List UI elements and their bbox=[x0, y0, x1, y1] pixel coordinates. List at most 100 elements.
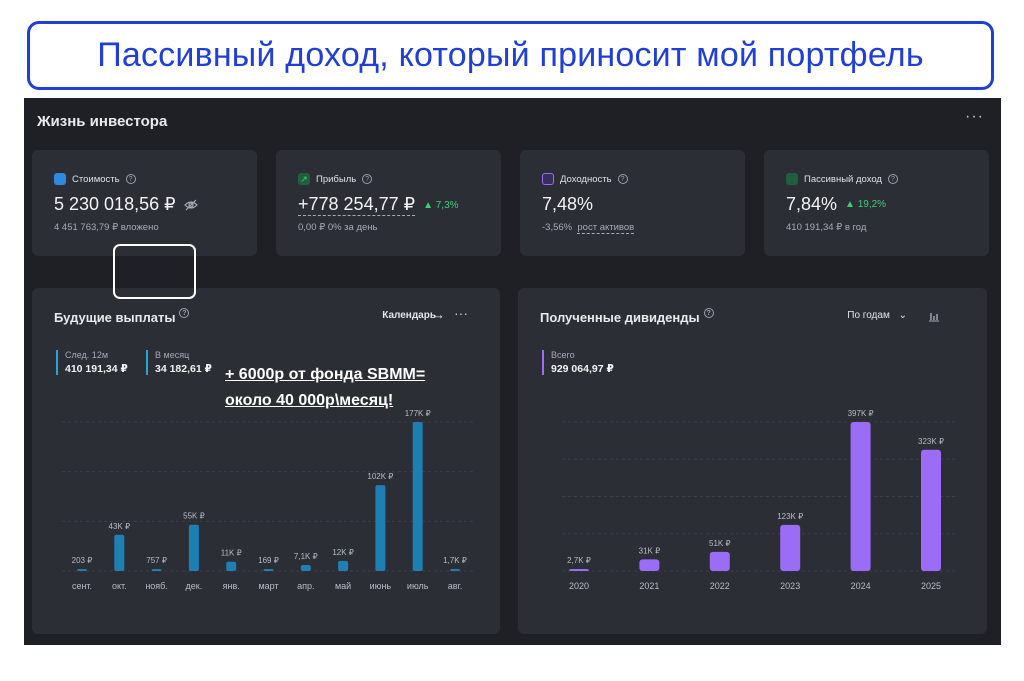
data-label: 177K ₽ bbox=[405, 409, 431, 418]
data-label: 757 ₽ bbox=[146, 556, 167, 565]
panel-more-button[interactable]: ··· bbox=[454, 305, 468, 321]
bar bbox=[188, 524, 199, 571]
bar bbox=[569, 569, 589, 571]
legend-per-month: В месяц 34 182,61 ₽ bbox=[146, 350, 212, 375]
x-tick-label: 2022 bbox=[710, 581, 730, 591]
x-tick-label: апр. bbox=[297, 581, 314, 591]
bar bbox=[412, 422, 423, 571]
bar bbox=[77, 569, 87, 571]
bar bbox=[375, 485, 386, 571]
piggy-bank-icon bbox=[786, 173, 798, 185]
received-dividends-chart: 2,7K ₽ 2020 31K ₽ 2021 51K ₽ 2022 123K ₽ 2023 39… bbox=[562, 409, 958, 591]
bar bbox=[780, 524, 801, 571]
help-icon[interactable]: ? bbox=[125, 174, 136, 184]
bar bbox=[921, 449, 941, 571]
data-label: 31K ₽ bbox=[639, 546, 661, 555]
more-menu-button[interactable]: ··· bbox=[965, 108, 984, 125]
x-tick-label: 2024 bbox=[851, 581, 871, 591]
panel-title: Будущие выплаты bbox=[54, 310, 176, 325]
annotation-line-2: около 40 000р\месяц! bbox=[225, 392, 394, 409]
legend-value: 929 064,97 ₽ bbox=[551, 363, 614, 375]
card-profit[interactable]: ↗ Прибыль ? +778 254,77 ₽ ▲ 7,3% 0,00 ₽ … bbox=[276, 150, 501, 256]
card-passive-income[interactable]: Пассивный доход ? 7,84% ▲ 19,2% 410 191,… bbox=[764, 150, 989, 256]
data-label: 43K ₽ bbox=[109, 522, 131, 531]
card-value-amount: 7,48% bbox=[542, 194, 594, 214]
x-tick-label: янв. bbox=[223, 581, 240, 591]
data-label: 1,7K ₽ bbox=[443, 556, 467, 565]
annotation-text: + 6000р от фонда SBMM= около 40 000р\мес… bbox=[225, 362, 425, 414]
bar bbox=[263, 569, 274, 571]
received-dividends-panel: Полученные дивиденды ? По годам ⌄ Всего … bbox=[518, 288, 987, 634]
card-value[interactable]: Стоимость ? 5 230 018,56 ₽ 4 451 763,79 … bbox=[32, 150, 257, 256]
x-tick-label: дек. bbox=[186, 581, 203, 591]
x-tick-label: нояб. bbox=[145, 581, 168, 591]
x-tick-label: окт. bbox=[112, 581, 127, 591]
x-tick-label: авг. bbox=[448, 581, 462, 591]
data-label: 323K ₽ bbox=[918, 437, 944, 446]
bar-chart-icon[interactable] bbox=[928, 310, 940, 322]
card-sub: 0,00 ₽ 0% за день bbox=[298, 222, 378, 233]
card-label: Стоимость bbox=[72, 173, 120, 185]
card-yield[interactable]: Доходность ? 7,48% -3,56% рост активов bbox=[520, 150, 745, 256]
card-label: Доходность bbox=[560, 173, 612, 185]
bar bbox=[151, 569, 162, 571]
legend-label: В месяц bbox=[155, 350, 190, 360]
data-label: 203 ₽ bbox=[72, 556, 93, 565]
help-icon[interactable]: ? bbox=[362, 174, 373, 184]
wallet-icon bbox=[54, 173, 66, 185]
help-icon[interactable]: ? bbox=[617, 174, 628, 184]
card-value-amount: 7,84% bbox=[786, 194, 838, 214]
x-tick-label: 2020 bbox=[569, 581, 589, 591]
arrow-right-icon[interactable]: → bbox=[432, 307, 445, 322]
bar bbox=[300, 565, 311, 571]
x-tick-label: сент. bbox=[72, 581, 92, 591]
future-payments-chart: 203 ₽ сент. 43K ₽ окт. 757 ₽ нояб. 55K ₽ дек. 11… bbox=[62, 409, 474, 591]
data-label: 12K ₽ bbox=[332, 548, 354, 557]
data-label: 51K ₽ bbox=[709, 539, 731, 548]
bar bbox=[114, 534, 125, 571]
help-icon[interactable]: ? bbox=[887, 174, 898, 184]
card-sub: 4 451 763,79 ₽ вложено bbox=[54, 222, 159, 233]
data-label: 55K ₽ bbox=[183, 512, 205, 521]
chevron-down-icon: ⌄ bbox=[898, 310, 907, 321]
help-icon[interactable]: ? bbox=[703, 308, 714, 318]
calendar-link[interactable]: Календарь bbox=[382, 310, 436, 321]
panel-title: Полученные дивиденды bbox=[540, 310, 700, 325]
legend-value: 34 182,61 ₽ bbox=[155, 363, 212, 375]
data-label: 169 ₽ bbox=[258, 556, 279, 565]
eye-off-icon[interactable] bbox=[183, 199, 198, 211]
legend-next-12m: След. 12м 410 191,34 ₽ bbox=[56, 350, 128, 375]
legend-total: Всего 929 064,97 ₽ bbox=[542, 350, 614, 375]
x-tick-label: май bbox=[335, 581, 351, 591]
x-tick-label: июнь bbox=[370, 581, 392, 591]
card-sub: -3,56% рост активов bbox=[542, 222, 635, 234]
banner-text: Пассивный доход, который приносит мой по… bbox=[97, 36, 924, 74]
legend-label: Всего bbox=[551, 350, 575, 360]
data-label: 7,1K ₽ bbox=[294, 552, 318, 561]
bar bbox=[226, 561, 237, 571]
x-tick-label: март bbox=[258, 581, 278, 591]
investor-dashboard: Жизнь инвестора ··· Стоимость ? 5 230 01… bbox=[24, 98, 1001, 645]
yield-change: -3,56% bbox=[542, 222, 573, 233]
card-sub: 410 191,34 ₽ в год bbox=[786, 222, 867, 233]
asset-growth-link[interactable]: рост активов bbox=[577, 222, 635, 234]
card-label: Прибыль bbox=[316, 173, 357, 185]
card-value-amount: 5 230 018,56 ₽ bbox=[54, 194, 176, 214]
bar bbox=[639, 559, 660, 571]
highlight-box bbox=[113, 244, 196, 299]
x-tick-label: 2023 bbox=[780, 581, 800, 591]
profit-change-badge: ▲ 7,3% bbox=[423, 199, 459, 211]
bar bbox=[709, 551, 730, 571]
period-select-value: По годам bbox=[847, 310, 890, 321]
x-tick-label: 2025 bbox=[921, 581, 941, 591]
period-select[interactable]: По годам ⌄ bbox=[847, 310, 907, 321]
annotation-line-1: + 6000р от фонда SBMM= bbox=[225, 366, 426, 383]
x-tick-label: 2021 bbox=[639, 581, 659, 591]
x-tick-label: июль bbox=[407, 581, 429, 591]
title-banner: Пассивный доход, который приносит мой по… bbox=[27, 21, 994, 90]
help-icon[interactable]: ? bbox=[179, 308, 190, 318]
chart-trend-icon: ↗ bbox=[298, 173, 310, 185]
data-label: 2,7K ₽ bbox=[567, 556, 591, 565]
data-label: 102K ₽ bbox=[367, 472, 393, 481]
calendar-icon bbox=[542, 173, 554, 185]
